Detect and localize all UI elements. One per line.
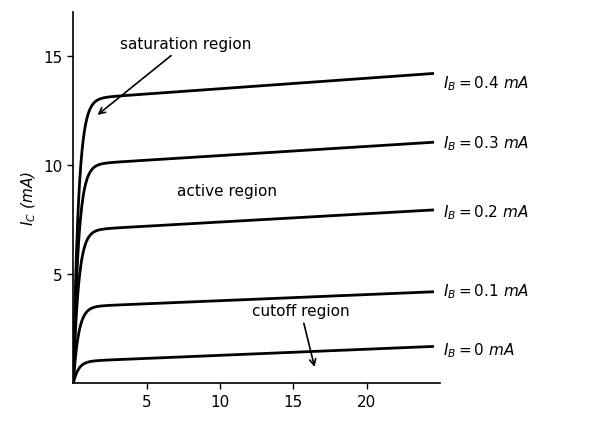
Text: $I_B = 0$ mA: $I_B = 0$ mA [443,340,514,359]
Text: saturation region: saturation region [99,37,252,115]
Text: active region: active region [177,184,277,199]
Text: $I_B = 0.1$ mA: $I_B = 0.1$ mA [443,282,529,300]
Text: $I_B = 0.2$ mA: $I_B = 0.2$ mA [443,203,529,222]
Text: $I_B = 0.3$ mA: $I_B = 0.3$ mA [443,134,529,153]
Y-axis label: $I_C$ (mA): $I_C$ (mA) [20,171,38,225]
Text: cutoff region: cutoff region [252,303,349,366]
Text: $I_B = 0.4$ mA: $I_B = 0.4$ mA [443,74,529,93]
